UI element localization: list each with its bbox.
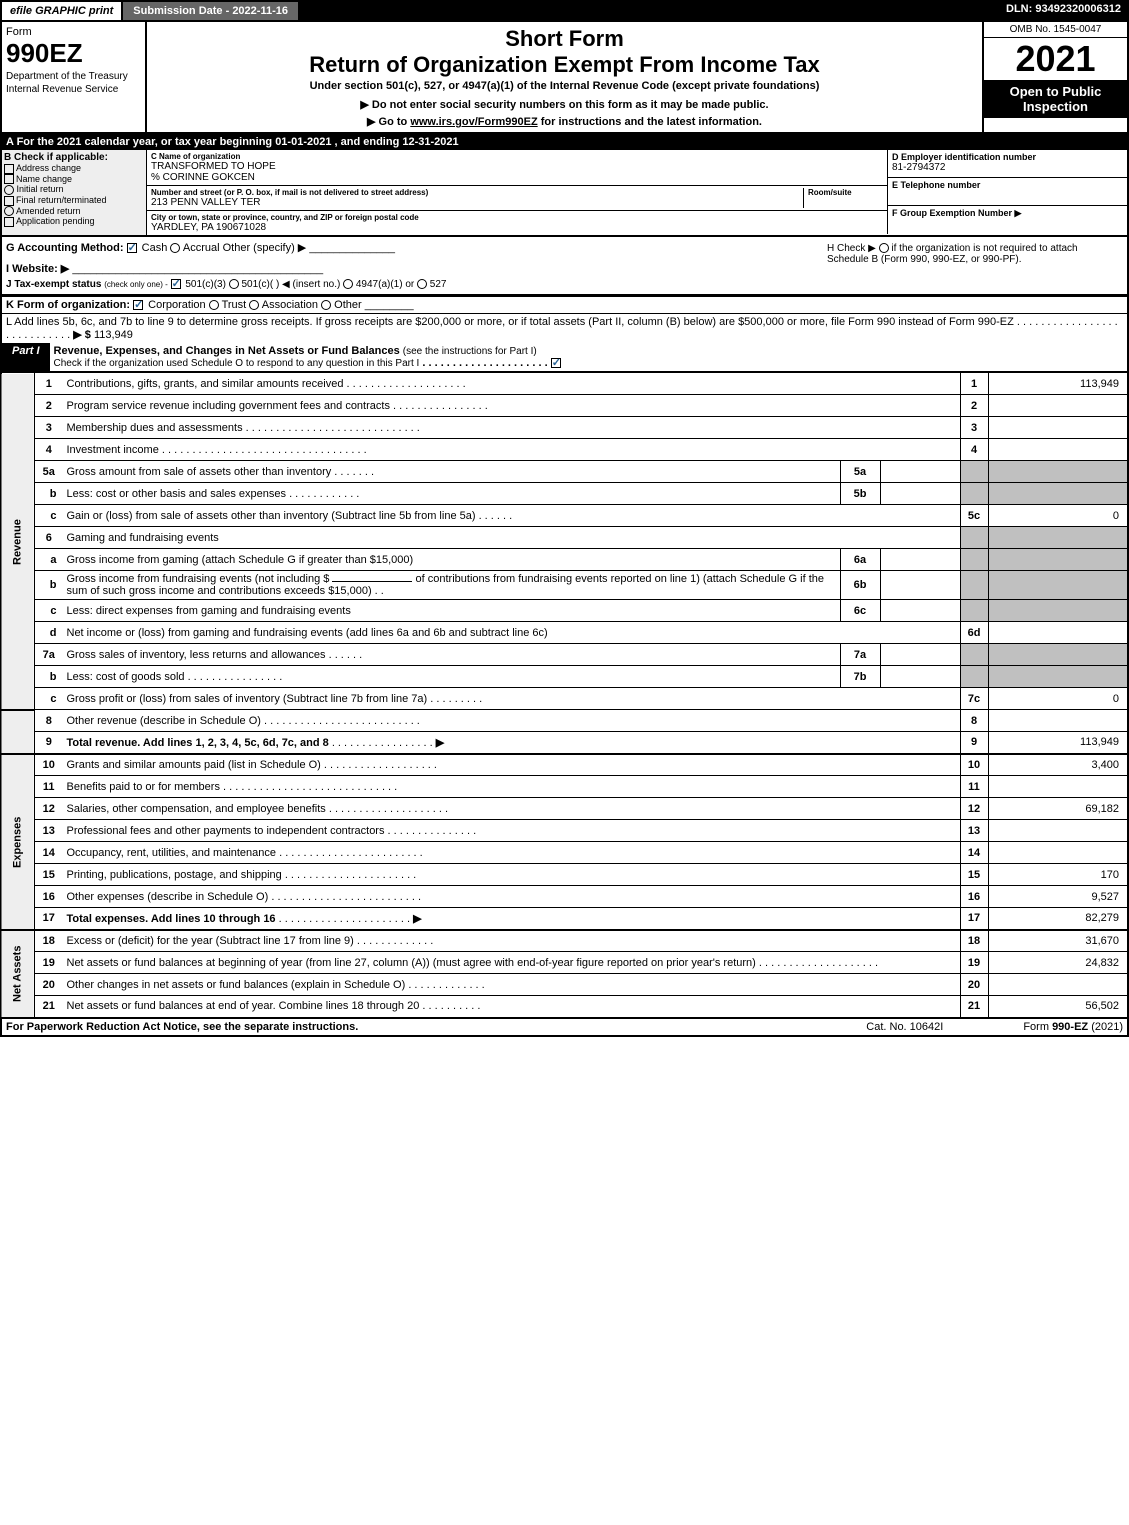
room-label: Room/suite	[808, 188, 883, 197]
amt-10: 3,400	[988, 754, 1128, 776]
amt-17: 82,279	[988, 908, 1128, 930]
title-row: Form 990EZ Department of the Treasury In…	[0, 22, 1129, 134]
goto-link[interactable]: www.irs.gov/Form990EZ	[410, 116, 537, 128]
section-a: A For the 2021 calendar year, or tax yea…	[0, 134, 1129, 150]
chk-cash[interactable]	[127, 243, 137, 253]
amt-15: 170	[988, 864, 1128, 886]
footer-right: Form 990-EZ (2021)	[1023, 1021, 1123, 1033]
amt-14	[988, 842, 1128, 864]
info-row: B Check if applicable: Address change Na…	[0, 150, 1129, 237]
street-address: 213 PENN VALLEY TER	[151, 197, 803, 208]
header-bar: efile GRAPHIC print Submission Date - 20…	[0, 0, 1129, 22]
tax-exempt-status: J Tax-exempt status (check only one) - 5…	[6, 279, 823, 290]
amt-6d	[988, 622, 1128, 644]
chk-pending[interactable]: Application pending	[4, 216, 144, 227]
goto-prefix: ▶ Go to	[367, 116, 410, 128]
chk-final[interactable]: Final return/terminated	[4, 195, 144, 206]
amt-16: 9,527	[988, 886, 1128, 908]
amt-20	[988, 974, 1128, 996]
amt-3	[988, 417, 1128, 439]
footer: For Paperwork Reduction Act Notice, see …	[0, 1019, 1129, 1037]
amt-5c: 0	[988, 505, 1128, 527]
group-exemption: F Group Exemption Number ▶	[892, 208, 1123, 219]
amt-2	[988, 395, 1128, 417]
section-g: G Accounting Method: Cash Accrual Other …	[0, 237, 1129, 296]
ein-value: 81-2794372	[892, 162, 1123, 173]
amt-11	[988, 776, 1128, 798]
do-not-ssn: ▶ Do not enter social security numbers o…	[151, 98, 978, 111]
chk-schedule-b[interactable]	[879, 243, 889, 253]
chk-527[interactable]	[417, 279, 427, 289]
amt-12: 69,182	[988, 798, 1128, 820]
footer-catno: Cat. No. 10642I	[866, 1021, 943, 1033]
chk-trust[interactable]	[209, 300, 219, 310]
amt-19: 24,832	[988, 952, 1128, 974]
dln: DLN: 93492320006312	[998, 0, 1129, 22]
chk-amended[interactable]: Amended return	[4, 206, 144, 217]
chk-501c[interactable]	[229, 279, 239, 289]
open-inspection: Open to Public Inspection	[984, 80, 1127, 118]
amt-4	[988, 439, 1128, 461]
irs-label: Internal Revenue Service	[6, 84, 141, 95]
sidebar-expenses: Expenses	[1, 754, 35, 930]
chk-schedule-o[interactable]	[551, 358, 561, 368]
amt-8	[988, 710, 1128, 732]
chk-501c3[interactable]	[171, 279, 181, 289]
section-l: L Add lines 5b, 6c, and 7b to line 9 to …	[0, 313, 1129, 343]
chk-other-org[interactable]	[321, 300, 331, 310]
return-title: Return of Organization Exempt From Incom…	[151, 52, 978, 78]
col-d: D Employer identification number 81-2794…	[887, 150, 1127, 235]
website-line: I Website: ▶ ___________________________…	[6, 262, 823, 275]
header-spacer	[300, 0, 998, 22]
ein-label: D Employer identification number	[892, 152, 1123, 162]
form-number: 990EZ	[6, 38, 141, 69]
dept-treasury: Department of the Treasury	[6, 71, 141, 82]
submission-date: Submission Date - 2022-11-16	[123, 0, 300, 22]
part1-label: Part I	[2, 343, 50, 372]
accounting-method: G Accounting Method: Cash Accrual Other …	[6, 241, 823, 254]
sidebar-netassets: Net Assets	[1, 930, 35, 1018]
tax-year: 2021	[984, 38, 1127, 80]
amt-21: 56,502	[988, 996, 1128, 1018]
amt-13	[988, 820, 1128, 842]
city-label: City or town, state or province, country…	[151, 213, 883, 222]
footer-left: For Paperwork Reduction Act Notice, see …	[6, 1021, 866, 1033]
col-b: B Check if applicable: Address change Na…	[2, 150, 147, 235]
chk-address[interactable]: Address change	[4, 163, 144, 174]
omb-number: OMB No. 1545-0047	[984, 22, 1127, 38]
goto-suffix: for instructions and the latest informat…	[538, 116, 762, 128]
tel-label: E Telephone number	[892, 180, 1123, 190]
chk-initial[interactable]: Initial return	[4, 184, 144, 195]
section-k: K Form of organization: Corporation Trus…	[0, 296, 1129, 313]
part1-title: Revenue, Expenses, and Changes in Net As…	[50, 343, 1127, 372]
street-label: Number and street (or P. O. box, if mail…	[151, 188, 803, 197]
part1-header-row: Part I Revenue, Expenses, and Changes in…	[0, 343, 1129, 372]
amt-7c: 0	[988, 688, 1128, 710]
col-c: C Name of organization TRANSFORMED TO HO…	[147, 150, 887, 235]
sidebar-revenue: Revenue	[1, 373, 35, 710]
chk-corp[interactable]	[133, 300, 143, 310]
amt-9: 113,949	[988, 732, 1128, 754]
c-name-label: C Name of organization	[151, 152, 883, 161]
under-section: Under section 501(c), 527, or 4947(a)(1)…	[151, 80, 978, 92]
title-left: Form 990EZ Department of the Treasury In…	[2, 22, 147, 132]
amt-1: 113,949	[988, 373, 1128, 395]
goto-line: ▶ Go to www.irs.gov/Form990EZ for instru…	[151, 115, 978, 128]
short-form-title: Short Form	[151, 26, 978, 52]
chk-accrual[interactable]	[170, 243, 180, 253]
title-center: Short Form Return of Organization Exempt…	[147, 22, 982, 132]
efile-label[interactable]: efile GRAPHIC print	[0, 0, 123, 22]
amt-18: 31,670	[988, 930, 1128, 952]
form-label: Form	[6, 26, 141, 38]
org-name: TRANSFORMED TO HOPE	[151, 161, 883, 172]
title-right: OMB No. 1545-0047 2021 Open to Public In…	[982, 22, 1127, 132]
section-b-label: B Check if applicable:	[4, 152, 144, 163]
care-of: % CORINNE GOKCEN	[151, 172, 883, 183]
chk-assoc[interactable]	[249, 300, 259, 310]
chk-4947[interactable]	[343, 279, 353, 289]
section-h: H Check ▶ if the organization is not req…	[823, 241, 1123, 290]
main-table: Revenue 1Contributions, gifts, grants, a…	[0, 372, 1129, 1019]
city-state-zip: YARDLEY, PA 190671028	[151, 222, 883, 233]
chk-name[interactable]: Name change	[4, 174, 144, 185]
